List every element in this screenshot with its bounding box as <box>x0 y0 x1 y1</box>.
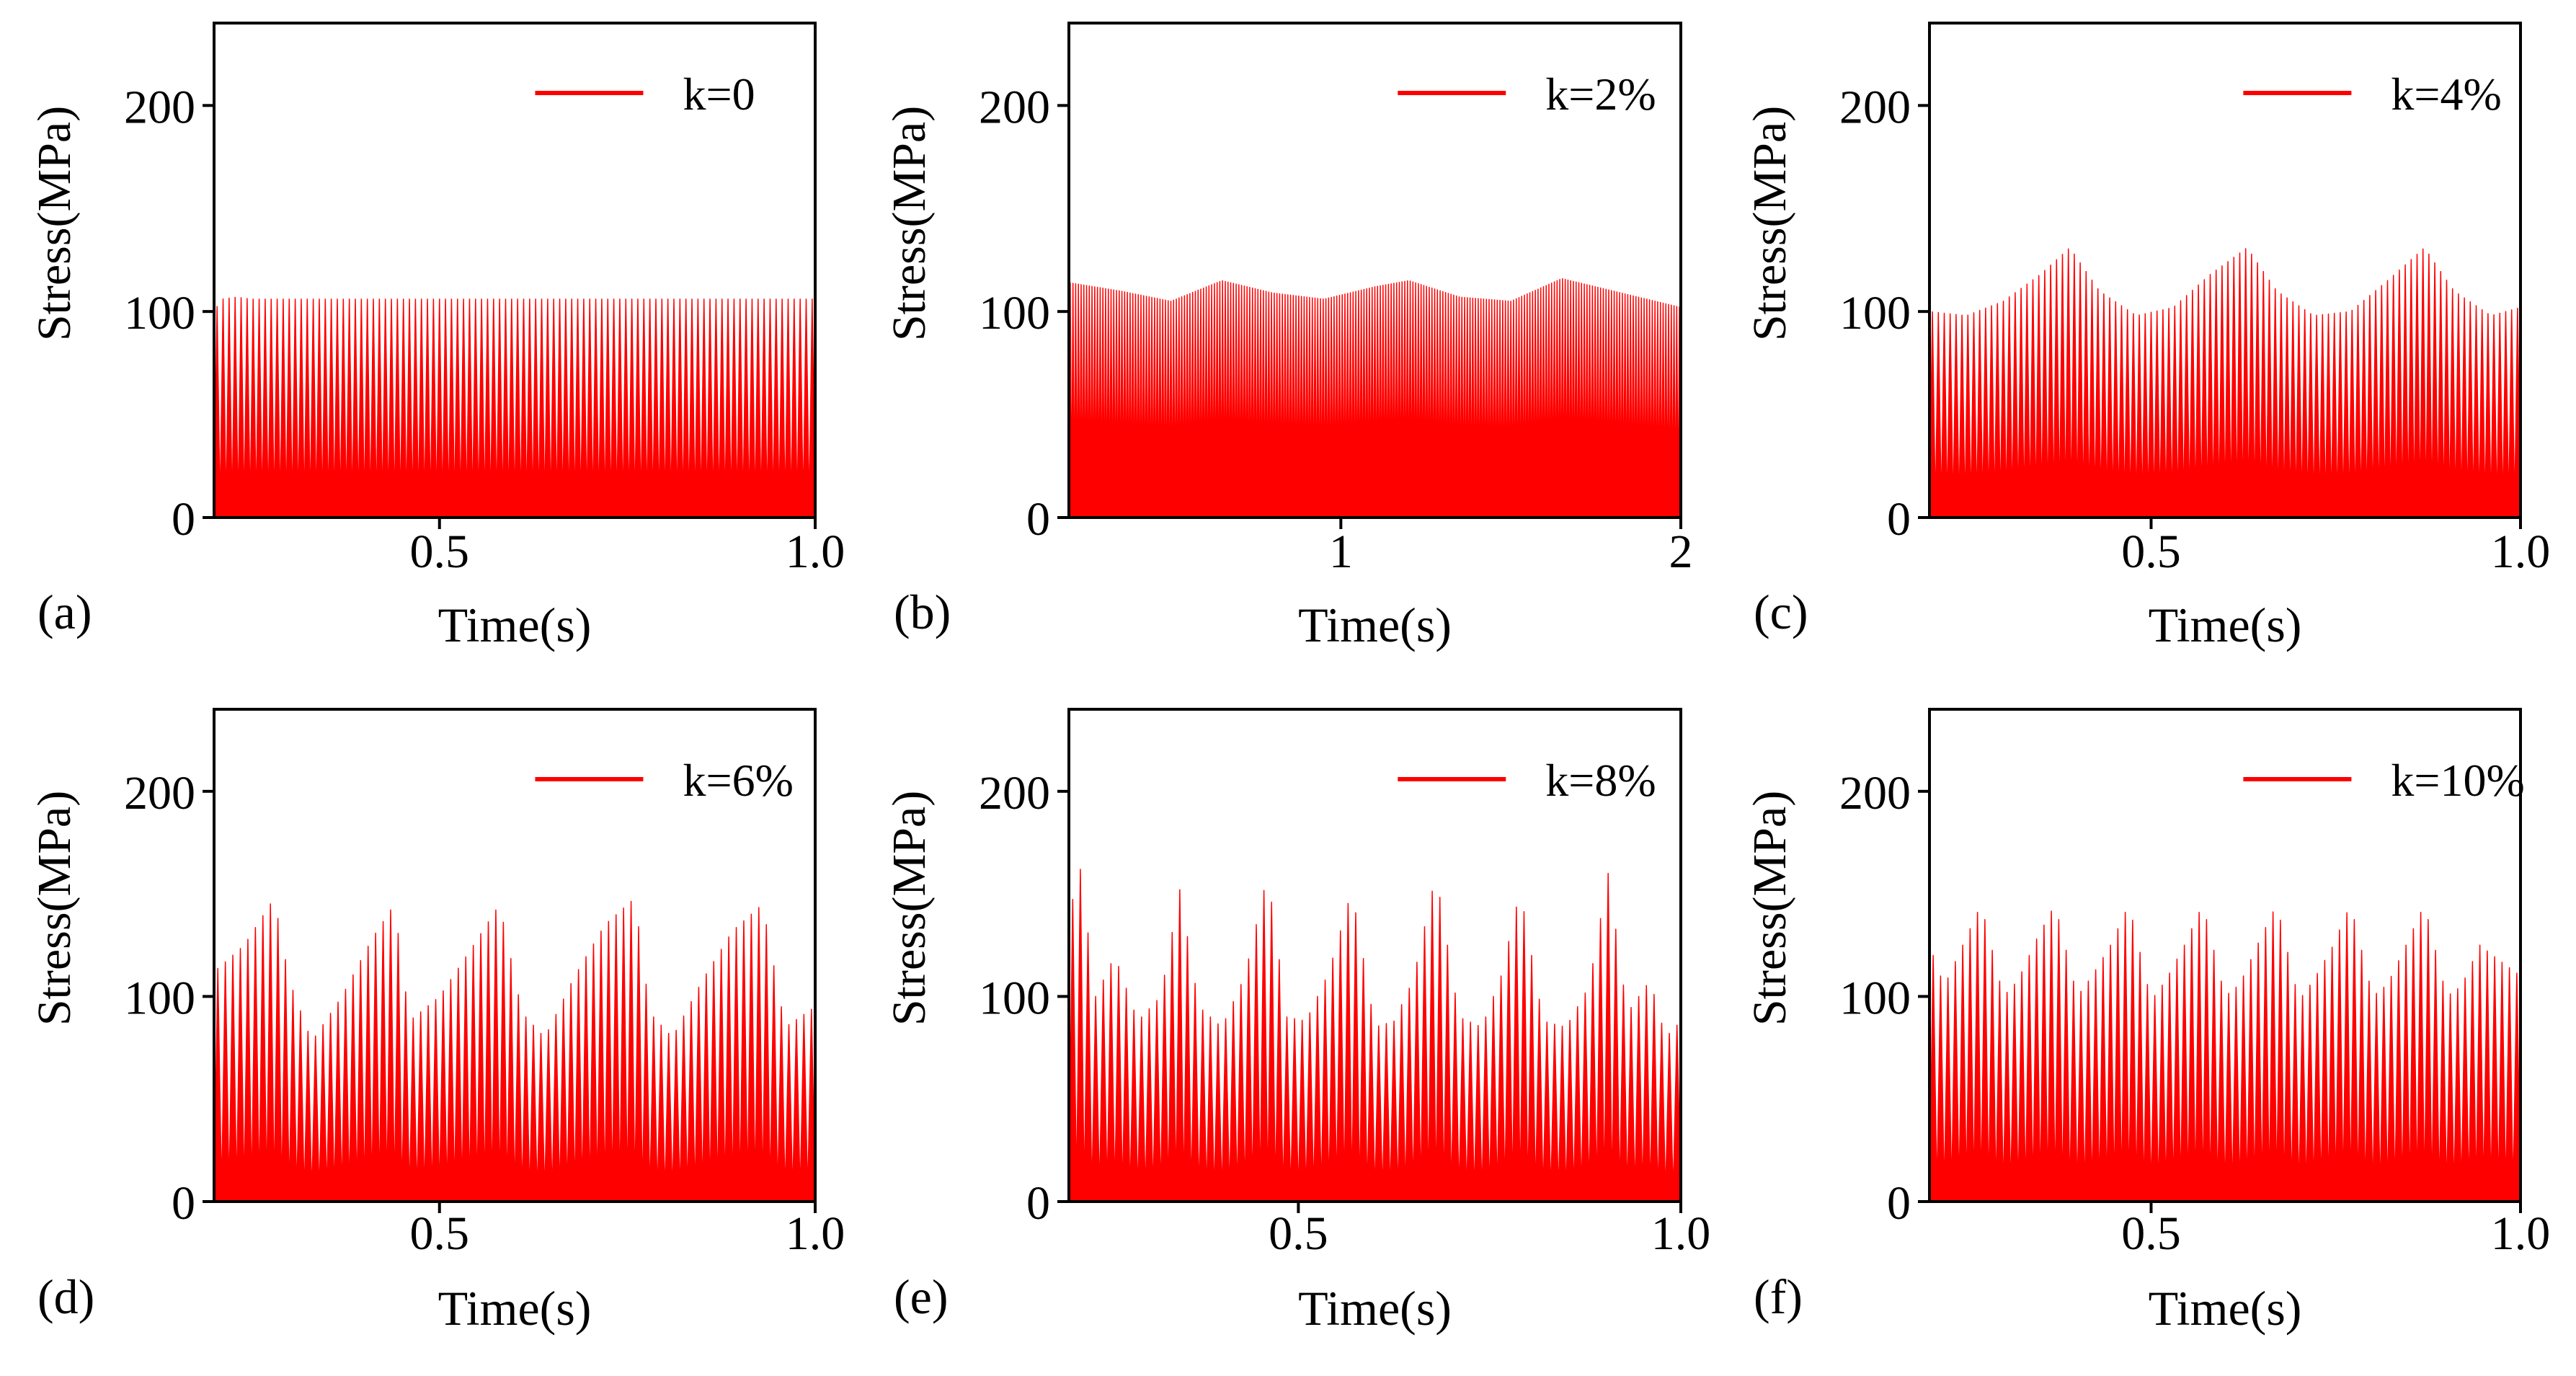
legend-label: k=0 <box>683 68 755 120</box>
y-tick-label: 100 <box>979 287 1050 339</box>
x-tick-label: 2 <box>1669 525 1693 578</box>
x-axis-title: Time(s) <box>2149 1281 2302 1336</box>
axes-frame-b <box>1067 22 1682 519</box>
x-tick-label: 0.5 <box>2121 525 2181 578</box>
panel-f: 0 100 200 0.5 1.0 Time(s) Stress(MPa) k=10% (f) <box>1744 708 2551 1336</box>
y-tick-label: 200 <box>1839 81 1911 133</box>
x-tick-label: 0.5 <box>410 525 470 578</box>
series-stress-c <box>1929 248 2521 518</box>
x-tick-label: 1 <box>1329 525 1353 578</box>
x-axis-title: Time(s) <box>438 1281 592 1336</box>
x-axis-title: Time(s) <box>2149 598 2302 652</box>
panel-label-e: (e) <box>894 1269 948 1324</box>
series-stress-f <box>1929 910 2521 1202</box>
x-tick-label: 0.5 <box>2121 1207 2181 1260</box>
axes-frame-f <box>1928 708 2522 1203</box>
y-tick-label: 200 <box>1839 767 1911 820</box>
y-tick-label: 100 <box>979 972 1050 1024</box>
y-tick-label: 0 <box>172 1177 195 1230</box>
legend-label: k=2% <box>1545 68 1656 120</box>
y-tick-label: 100 <box>1839 972 1911 1024</box>
series-stress-a <box>213 296 816 518</box>
panel-label-a: (a) <box>37 585 92 639</box>
panel-b: 0 100 200 1 2 Time(s) Stress(MPa) k=2% (b) <box>883 22 1693 652</box>
y-tick-label: 200 <box>124 81 195 133</box>
x-axis-title: Time(s) <box>1298 1281 1452 1336</box>
axes-frame-c <box>1928 22 2522 519</box>
y-axis-title: Stress(MPa) <box>1744 106 1796 341</box>
series-stress-d <box>213 900 816 1202</box>
legend-label: k=10% <box>2391 755 2524 806</box>
x-tick-label: 1.0 <box>786 525 845 578</box>
y-tick-label: 0 <box>1887 1177 1911 1230</box>
panel-label-c: (c) <box>1754 585 1808 639</box>
y-tick-label: 100 <box>1839 287 1911 339</box>
axes-frame-a <box>213 22 817 519</box>
series-stress-b <box>1068 278 1682 518</box>
legend-label: k=8% <box>1545 755 1656 806</box>
x-tick-label: 1.0 <box>1651 1207 1711 1260</box>
x-axis-title: Time(s) <box>438 598 592 652</box>
panel-label-d: (d) <box>37 1269 94 1324</box>
panel-e: 0 100 200 0.5 1.0 Time(s) Stress(MPa) k=8% (e) <box>883 708 1711 1336</box>
y-tick-label: 200 <box>979 767 1050 820</box>
legend-label: k=6% <box>683 755 793 806</box>
y-tick-label: 200 <box>124 767 195 820</box>
panel-label-f: (f) <box>1754 1269 1803 1324</box>
x-axis-title: Time(s) <box>1298 598 1452 652</box>
y-axis-title: Stress(MPa) <box>1744 791 1796 1026</box>
x-tick-label: 1.0 <box>2491 1207 2551 1260</box>
y-tick-label: 100 <box>124 287 195 339</box>
axes-frame-e <box>1067 708 1682 1203</box>
y-axis-title: Stress(MPa) <box>883 791 936 1026</box>
series-stress-e <box>1068 869 1682 1202</box>
x-tick-label: 1.0 <box>786 1207 845 1260</box>
y-tick-label: 100 <box>124 972 195 1024</box>
panel-label-b: (b) <box>894 585 951 639</box>
y-tick-label: 200 <box>979 81 1050 133</box>
x-tick-label: 1.0 <box>2491 525 2551 578</box>
y-tick-label: 0 <box>1026 493 1050 546</box>
y-axis-title: Stress(MPa) <box>28 791 81 1026</box>
x-tick-label: 0.5 <box>1269 1207 1328 1260</box>
axes-frame-d <box>213 708 817 1203</box>
panel-a: 0 100 200 0.5 1.0 Time(s) Stress(MPa) k=0 (a) <box>28 22 845 652</box>
legend-label: k=4% <box>2391 68 2501 120</box>
x-tick-label: 0.5 <box>410 1207 470 1260</box>
y-tick-label: 0 <box>1887 493 1911 546</box>
y-axis-title: Stress(MPa) <box>28 106 81 341</box>
panel-d: 0 100 200 0.5 1.0 Time(s) Stress(MPa) k=6% (d) <box>28 708 845 1336</box>
y-tick-label: 0 <box>1026 1177 1050 1230</box>
y-tick-label: 0 <box>172 493 195 546</box>
panel-c: 0 100 200 0.5 1.0 Time(s) Stress(MPa) k=4% (c) <box>1744 22 2551 652</box>
y-axis-title: Stress(MPa) <box>883 106 936 341</box>
